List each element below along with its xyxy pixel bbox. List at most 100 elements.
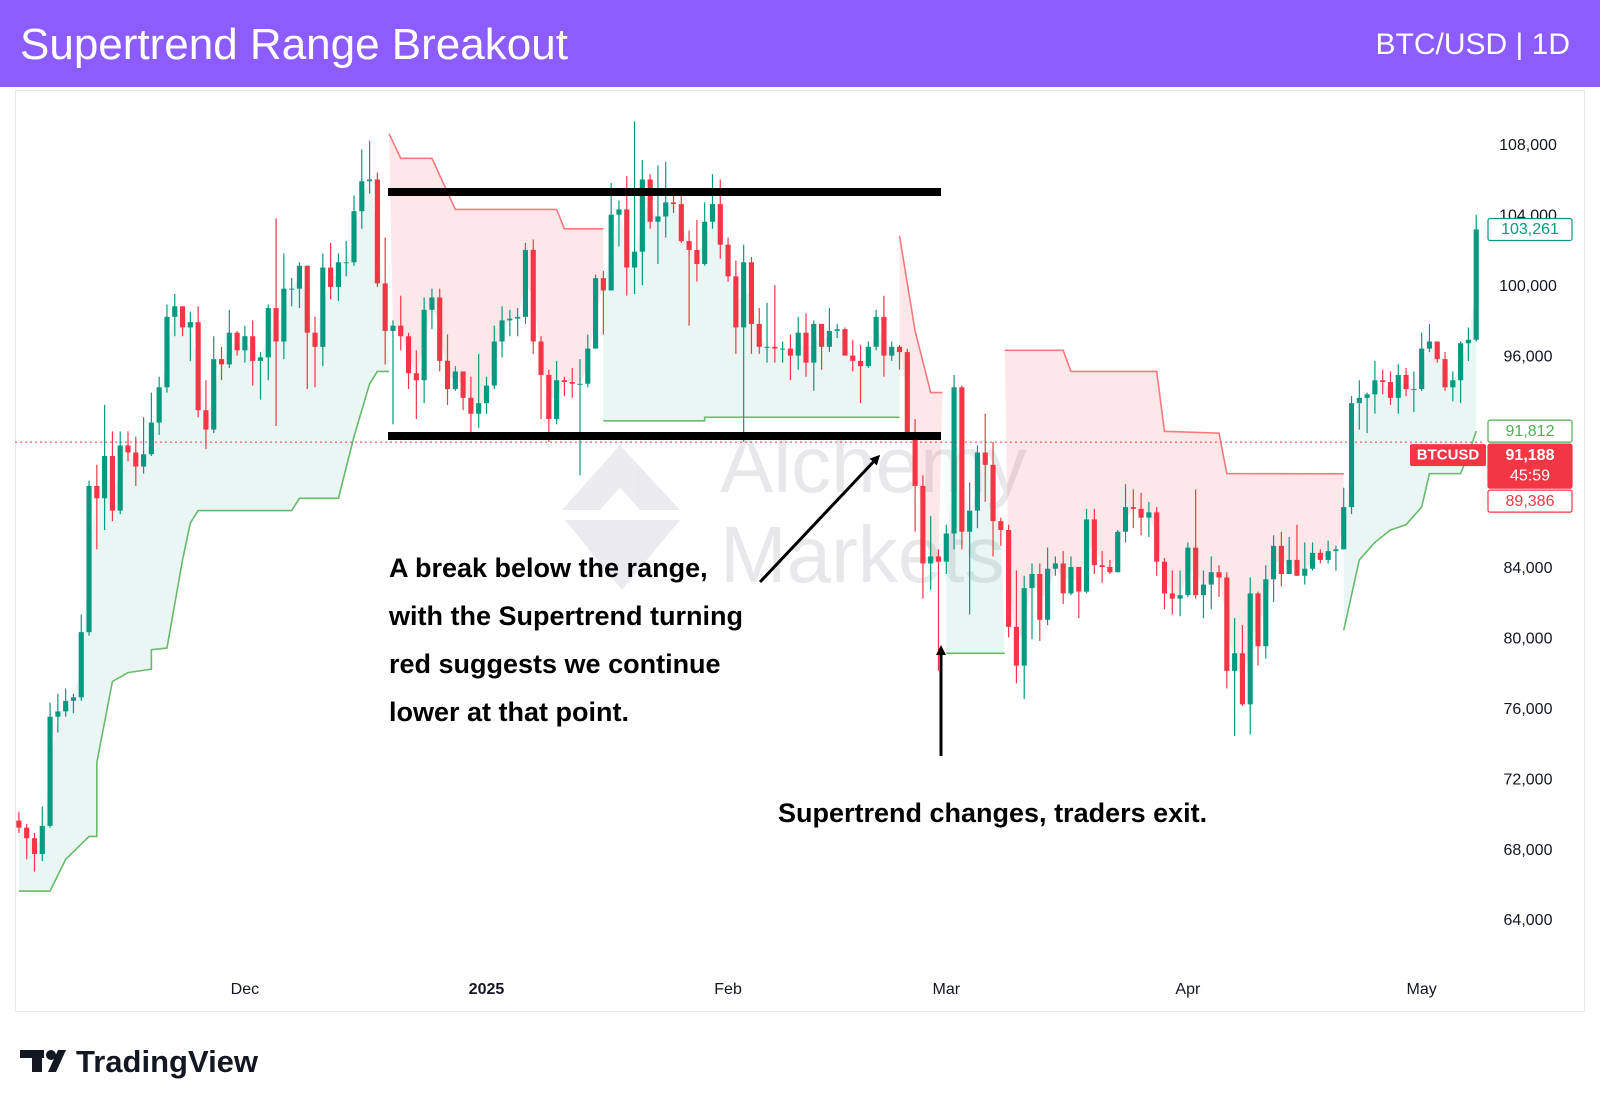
arrow — [758, 454, 881, 584]
price-label-box — [1487, 217, 1573, 242]
candle-body — [218, 359, 225, 365]
candle-body — [1317, 552, 1323, 560]
candle-body — [468, 397, 474, 414]
candle-body — [522, 249, 529, 317]
candle-body — [904, 352, 910, 437]
candle-body — [31, 838, 38, 855]
y-tick-label: 84,000 — [1504, 560, 1553, 577]
candle-body — [312, 332, 318, 347]
candle-body — [133, 452, 139, 467]
candle-body — [187, 322, 193, 328]
x-tick-label: Feb — [714, 981, 742, 998]
supertrend-line — [388, 133, 1344, 475]
candle-body — [881, 316, 887, 356]
candle-body — [1154, 512, 1160, 562]
candle-body — [967, 510, 973, 532]
candle-body — [717, 204, 723, 245]
logo-part — [46, 1050, 56, 1060]
y-tick-label: 80,000 — [1504, 630, 1553, 647]
candle-body — [1076, 566, 1082, 592]
candle-body — [1286, 559, 1292, 575]
x-tick-label: Dec — [231, 981, 259, 998]
candle-body — [1426, 341, 1433, 349]
candle-body — [530, 249, 536, 342]
candle-body — [608, 214, 614, 291]
candle-body — [1099, 565, 1105, 567]
candle-body — [156, 387, 162, 423]
trend-fill — [18, 180, 390, 892]
trend-fill — [389, 133, 604, 409]
candle-body — [943, 533, 949, 562]
candle-body — [1232, 653, 1238, 671]
candle-body — [250, 336, 256, 361]
candle-body — [421, 309, 427, 381]
candle-body — [1411, 389, 1417, 391]
candle-body — [639, 179, 645, 252]
candle-body — [1387, 382, 1394, 398]
price-label: 103,261 — [1501, 221, 1559, 238]
candle-body — [203, 410, 209, 430]
candle-body — [390, 325, 396, 331]
candle-body — [1239, 653, 1245, 705]
candle-body — [117, 445, 123, 511]
candle-body — [1341, 507, 1347, 550]
candle-body — [1029, 574, 1035, 589]
candle-body — [1302, 568, 1308, 576]
annotation: with the Supertrend turning — [388, 601, 743, 631]
candle-body — [1348, 403, 1355, 508]
candle-body — [1442, 359, 1448, 388]
candle-body — [257, 357, 264, 361]
price-label-box — [1487, 489, 1573, 513]
candle-body — [1193, 547, 1199, 596]
candle-body — [920, 485, 926, 564]
candle-body — [616, 209, 622, 215]
candle-body — [1294, 559, 1300, 576]
candle-body — [1403, 374, 1409, 390]
chart-frame — [15, 90, 1585, 1012]
candle-body — [351, 211, 357, 263]
candle-body — [1255, 593, 1261, 647]
watermark-text: Markets — [720, 510, 1005, 599]
candle-body — [554, 380, 560, 420]
candle-body — [211, 359, 217, 430]
candle-body — [483, 385, 490, 404]
logo-part — [32, 1050, 42, 1072]
candle-body — [234, 332, 240, 351]
candle-body — [764, 346, 770, 348]
candle-body — [374, 179, 380, 284]
candle-body — [1216, 572, 1222, 578]
candle-body — [1372, 380, 1378, 395]
candle-body — [70, 697, 77, 701]
candle-body — [437, 297, 443, 361]
candle-body — [756, 323, 762, 347]
axes: 64,00068,00072,00076,00080,00084,00088,0… — [231, 137, 1573, 998]
candle-body — [343, 262, 349, 264]
candle-body — [1364, 394, 1370, 398]
y-tick-label: 72,000 — [1504, 771, 1553, 788]
candle-body — [569, 382, 575, 384]
candle-body — [1122, 507, 1129, 532]
candle-body — [1395, 374, 1401, 398]
candle-body — [195, 322, 201, 411]
candle-body — [1006, 529, 1012, 627]
candle-body — [24, 827, 30, 839]
candle-body — [1021, 588, 1027, 666]
candle-body — [1434, 341, 1440, 360]
candle-body — [748, 262, 755, 324]
candle-body — [55, 711, 61, 717]
candle-body — [405, 336, 412, 374]
candle-body — [179, 306, 186, 328]
symbol-label: BTCUSD — [1417, 447, 1480, 464]
candle-body — [631, 251, 638, 268]
candle-body — [452, 371, 458, 390]
chart-subtitle: BTC/USD | 1D — [1376, 28, 1571, 61]
watermark-logo — [565, 520, 680, 590]
candle-body — [1224, 577, 1230, 671]
candle-body — [585, 348, 591, 384]
candle-body — [857, 360, 864, 367]
x-tick-label: May — [1407, 981, 1437, 998]
candle-body — [273, 308, 279, 342]
candle-body — [296, 265, 303, 289]
candle-body — [1052, 563, 1058, 569]
